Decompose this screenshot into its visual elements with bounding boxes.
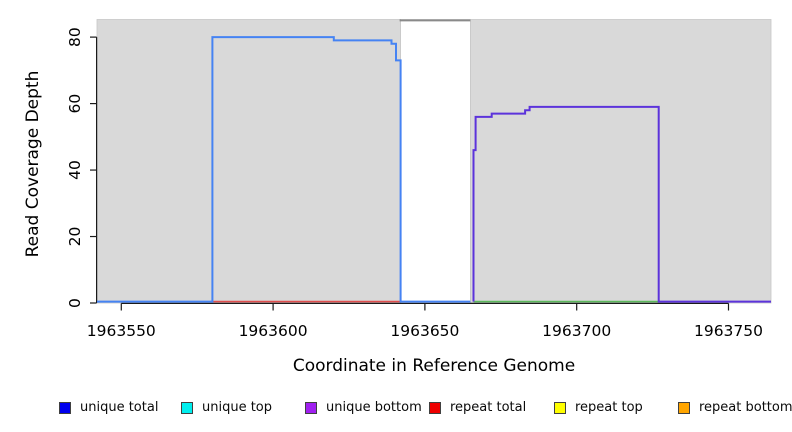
- x-axis-title: Coordinate in Reference Genome: [292, 356, 576, 376]
- unique-region-background: [470, 19, 772, 304]
- y-tick-label: 80: [66, 27, 84, 47]
- x-tick-label: 1963550: [87, 322, 156, 340]
- unique-region-background: [96, 19, 402, 304]
- x-tick-label: 1963650: [390, 322, 459, 340]
- y-tick-label: 40: [66, 160, 84, 180]
- y-tick-label: 20: [66, 227, 84, 247]
- coverage-line-unique-total: [97, 36, 471, 303]
- x-tick-label: 1963750: [694, 322, 763, 340]
- coverage-line-unique-bottom: [472, 105, 771, 303]
- y-tick-label: 0: [66, 298, 84, 308]
- x-tick-label: 1963600: [239, 322, 308, 340]
- x-tick-label: 1963700: [542, 322, 611, 340]
- y-tick-label: 60: [66, 94, 84, 114]
- y-axis-title: Read Coverage Depth: [23, 70, 43, 258]
